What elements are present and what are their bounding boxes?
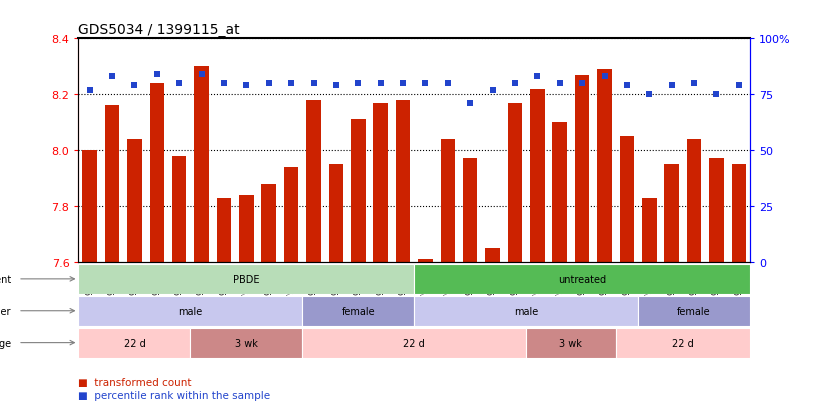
Bar: [664, 165, 679, 262]
Text: gender: gender: [0, 306, 12, 316]
Bar: [530, 90, 544, 262]
Point: [330, 83, 343, 89]
Point: [463, 101, 477, 107]
Text: male: male: [514, 306, 539, 316]
Point: [508, 81, 521, 87]
Bar: [306, 101, 320, 262]
Text: female: female: [341, 306, 375, 316]
Bar: [615, 328, 750, 358]
Point: [620, 83, 634, 89]
Point: [352, 81, 365, 87]
Text: 22 d: 22 d: [403, 338, 425, 348]
Text: ■  percentile rank within the sample: ■ percentile rank within the sample: [78, 390, 271, 400]
Point: [83, 87, 97, 94]
Point: [128, 83, 141, 89]
Text: male: male: [178, 306, 202, 316]
Bar: [194, 67, 209, 262]
Point: [150, 71, 164, 78]
Text: 22 d: 22 d: [124, 338, 145, 348]
Bar: [329, 165, 343, 262]
Text: untreated: untreated: [558, 274, 606, 284]
Bar: [284, 168, 298, 262]
Point: [284, 81, 297, 87]
Text: 22 d: 22 d: [672, 338, 694, 348]
Point: [217, 81, 230, 87]
Bar: [620, 137, 634, 262]
Bar: [83, 151, 97, 262]
Bar: [486, 248, 500, 262]
Bar: [642, 198, 657, 262]
Point: [598, 74, 611, 81]
Text: GDS5034 / 1399115_at: GDS5034 / 1399115_at: [78, 23, 240, 37]
Bar: [302, 296, 414, 326]
Point: [553, 81, 567, 87]
Point: [643, 92, 656, 98]
Point: [173, 81, 186, 87]
Point: [665, 83, 678, 89]
Text: female: female: [677, 306, 711, 316]
Bar: [418, 259, 433, 262]
Point: [576, 81, 589, 87]
Bar: [105, 106, 119, 262]
Text: 3 wk: 3 wk: [559, 338, 582, 348]
Point: [419, 81, 432, 87]
Bar: [710, 159, 724, 262]
Point: [374, 81, 387, 87]
Bar: [302, 328, 526, 358]
Bar: [150, 84, 164, 262]
Bar: [638, 296, 750, 326]
Bar: [414, 296, 638, 326]
Text: agent: agent: [0, 274, 12, 284]
Text: ■  transformed count: ■ transformed count: [78, 377, 192, 387]
Point: [262, 81, 275, 87]
Bar: [239, 195, 254, 262]
Bar: [172, 157, 187, 262]
Bar: [373, 103, 388, 262]
Bar: [508, 103, 522, 262]
Bar: [127, 140, 142, 262]
Bar: [575, 76, 590, 262]
Bar: [262, 184, 276, 262]
Text: 3 wk: 3 wk: [235, 338, 258, 348]
Bar: [440, 140, 455, 262]
Point: [106, 74, 119, 81]
Bar: [463, 159, 477, 262]
Point: [240, 83, 253, 89]
Point: [441, 81, 454, 87]
Point: [687, 81, 700, 87]
Bar: [216, 198, 231, 262]
Bar: [526, 328, 615, 358]
Point: [531, 74, 544, 81]
Point: [732, 83, 745, 89]
Point: [710, 92, 723, 98]
Point: [307, 81, 320, 87]
Bar: [351, 120, 366, 262]
Text: age: age: [0, 338, 12, 348]
Point: [195, 71, 208, 78]
Bar: [686, 140, 701, 262]
Bar: [78, 296, 302, 326]
Text: PBDE: PBDE: [233, 274, 259, 284]
Bar: [553, 123, 567, 262]
Bar: [414, 264, 750, 294]
Bar: [732, 165, 746, 262]
Bar: [78, 328, 190, 358]
Point: [396, 81, 410, 87]
Bar: [78, 264, 415, 294]
Bar: [190, 328, 302, 358]
Bar: [597, 70, 612, 262]
Point: [486, 87, 499, 94]
Bar: [396, 101, 411, 262]
